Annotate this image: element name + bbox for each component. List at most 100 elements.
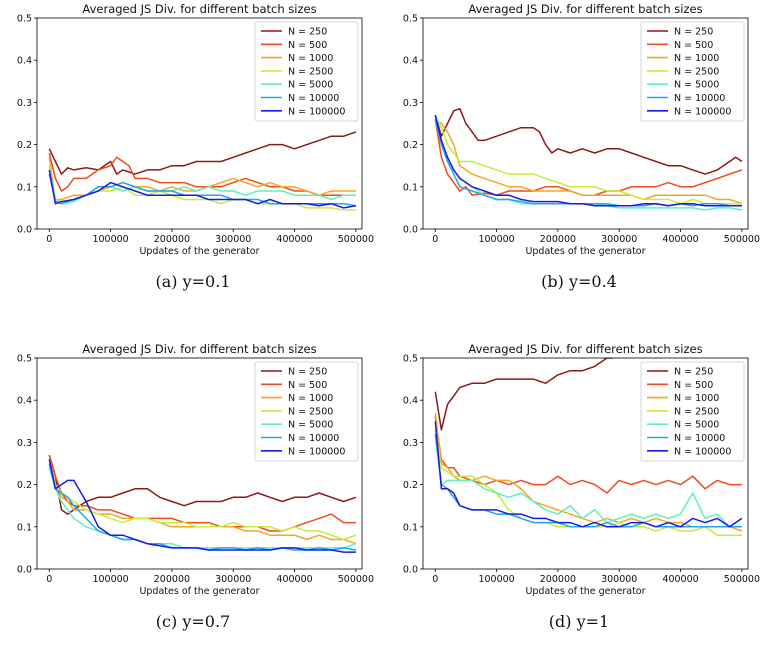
chart-title: Averaged JS Div. for different batch siz… xyxy=(82,2,316,16)
chart-panel-b: Averaged JS Div. for different batch siz… xyxy=(386,0,772,320)
y-tick-label: 0.3 xyxy=(17,98,32,109)
legend-label: N = 500 xyxy=(288,40,327,51)
y-tick-label: 0.1 xyxy=(17,522,32,533)
x-tick-label: 0 xyxy=(46,234,52,245)
legend-label: N = 1000 xyxy=(674,393,719,404)
chart-caption: (b) y=0.4 xyxy=(541,272,617,291)
legend-label: N = 2500 xyxy=(288,406,333,417)
x-tick-label: 400000 xyxy=(276,574,312,585)
legend-label: N = 5000 xyxy=(288,80,333,91)
legend-label: N = 1000 xyxy=(674,53,719,64)
series-line xyxy=(434,358,614,431)
y-tick-label: 0.4 xyxy=(403,56,418,67)
x-tick-label: 400000 xyxy=(276,234,312,245)
x-tick-label: 200000 xyxy=(154,234,190,245)
series-group xyxy=(434,107,743,211)
y-tick-label: 0.4 xyxy=(17,396,32,407)
legend-label: N = 10000 xyxy=(288,93,339,104)
series-line xyxy=(434,118,743,205)
legend-label: N = 250 xyxy=(674,367,713,378)
legend-label: N = 250 xyxy=(288,27,327,38)
legend-label: N = 10000 xyxy=(288,433,339,444)
series-group xyxy=(48,454,357,553)
y-tick-label: 0.2 xyxy=(403,140,418,151)
y-tick-label: 0.1 xyxy=(403,522,418,533)
x-tick-label: 300000 xyxy=(215,574,251,585)
x-tick-label: 200000 xyxy=(540,574,576,585)
y-tick-label: 0.2 xyxy=(17,480,32,491)
series-line xyxy=(48,157,356,201)
chart-title: Averaged JS Div. for different batch siz… xyxy=(468,2,702,16)
x-tick-label: 200000 xyxy=(540,234,576,245)
chart-svg: Averaged JS Div. for different batch siz… xyxy=(403,342,760,597)
x-tick-label: 100000 xyxy=(478,574,514,585)
x-axis-label: Updates of the generator xyxy=(525,586,645,597)
chart-panel-d: Averaged JS Div. for different batch siz… xyxy=(386,340,772,660)
legend-box xyxy=(254,361,359,462)
legend-box xyxy=(640,21,745,122)
y-tick-label: 0.5 xyxy=(17,354,32,365)
x-tick-label: 400000 xyxy=(662,234,698,245)
x-tick-label: 0 xyxy=(432,574,438,585)
x-tick-label: 0 xyxy=(46,574,52,585)
y-tick-label: 0.2 xyxy=(17,140,32,151)
chart-title: Averaged JS Div. for different batch siz… xyxy=(468,342,702,356)
plot-frame xyxy=(422,17,749,230)
legend-label: N = 1000 xyxy=(288,53,333,64)
legend-label: N = 250 xyxy=(288,367,327,378)
series-line xyxy=(434,107,743,175)
chart-caption: (c) y=0.7 xyxy=(155,612,231,631)
x-axis-label: Updates of the generator xyxy=(525,246,645,257)
chart-svg: Averaged JS Div. for different batch siz… xyxy=(17,342,374,597)
series-line xyxy=(48,152,356,196)
plot-frame xyxy=(422,357,749,570)
series-line xyxy=(48,454,357,515)
legend-label: N = 500 xyxy=(288,380,327,391)
chart-caption: (a) y=0.1 xyxy=(155,272,231,291)
y-tick-label: 0.1 xyxy=(17,182,32,193)
x-tick-label: 300000 xyxy=(601,574,637,585)
legend-label: N = 10000 xyxy=(674,93,725,104)
chart-panel-c: Averaged JS Div. for different batch siz… xyxy=(0,340,386,660)
legend-label: N = 2500 xyxy=(674,66,719,77)
y-tick-label: 0.2 xyxy=(403,480,418,491)
legend-box xyxy=(640,361,745,462)
legend-label: N = 1000 xyxy=(288,393,333,404)
x-tick-label: 0 xyxy=(432,234,438,245)
chart-svg: Averaged JS Div. for different batch siz… xyxy=(17,2,374,257)
series-line xyxy=(48,173,357,207)
legend-label: N = 100000 xyxy=(288,446,345,457)
x-tick-label: 500000 xyxy=(724,574,760,585)
y-tick-label: 0.3 xyxy=(17,438,32,449)
y-tick-label: 0.3 xyxy=(403,438,418,449)
legend-label: N = 100000 xyxy=(674,446,731,457)
x-axis-label: Updates of the generator xyxy=(139,586,259,597)
x-tick-label: 100000 xyxy=(478,234,514,245)
x-tick-label: 500000 xyxy=(724,234,760,245)
y-tick-label: 0.1 xyxy=(403,182,418,193)
legend-label: N = 500 xyxy=(674,40,713,51)
series-line xyxy=(48,169,357,209)
y-tick-label: 0.5 xyxy=(403,14,418,25)
series-line xyxy=(48,463,357,551)
chart-title: Averaged JS Div. for different batch siz… xyxy=(82,342,316,356)
series-line xyxy=(434,416,742,494)
legend-label: N = 100000 xyxy=(288,106,345,117)
y-tick-label: 0.4 xyxy=(403,396,418,407)
legend-label: N = 2500 xyxy=(288,66,333,77)
y-tick-label: 0.3 xyxy=(403,98,418,109)
y-tick-label: 0.5 xyxy=(403,354,418,365)
x-axis-label: Updates of the generator xyxy=(139,246,259,257)
y-tick-label: 0.0 xyxy=(403,225,418,236)
legend-label: N = 5000 xyxy=(674,80,719,91)
series-line xyxy=(48,467,357,549)
legend-label: N = 500 xyxy=(674,380,713,391)
plot-frame xyxy=(36,357,363,570)
x-tick-label: 100000 xyxy=(92,234,128,245)
series-group xyxy=(434,358,743,536)
legend-box xyxy=(254,21,359,122)
series-line xyxy=(434,114,742,207)
x-tick-label: 400000 xyxy=(662,574,698,585)
legend-label: N = 250 xyxy=(674,27,713,38)
series-line xyxy=(434,119,743,196)
